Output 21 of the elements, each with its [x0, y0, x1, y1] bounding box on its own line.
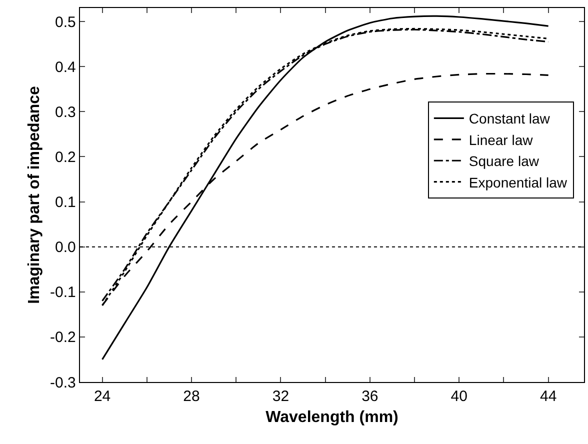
legend-label: Square law: [468, 153, 540, 170]
y-tick-label: 0.1: [55, 194, 76, 212]
y-tick-label: 0.3: [55, 104, 76, 121]
y-tick-label: -0.1: [50, 284, 76, 302]
x-tick-label: 28: [183, 388, 200, 406]
x-tick-label: 36: [362, 388, 378, 406]
legend-label: Constant law: [468, 110, 551, 127]
legend-label: Exponential law: [468, 174, 568, 190]
x-tick-label: 24: [94, 388, 111, 406]
y-tick-label: -0.2: [50, 329, 76, 346]
y-tick-label: -0.3: [50, 374, 76, 392]
y-tick-label: 0.5: [55, 14, 76, 31]
x-tick-label: 44: [540, 388, 557, 406]
y-axis-title: Imaginary part of impedance: [26, 86, 43, 304]
x-axis-title: Wavelength (mm): [266, 408, 398, 426]
legend-label: Linear law: [468, 132, 534, 148]
y-tick-label: 0.4: [55, 58, 76, 76]
x-tick-label: 40: [450, 388, 468, 406]
y-tick-label: 0.2: [55, 148, 76, 166]
y-tick-label: 0.0: [55, 239, 76, 256]
x-tick-label: 32: [272, 388, 290, 406]
